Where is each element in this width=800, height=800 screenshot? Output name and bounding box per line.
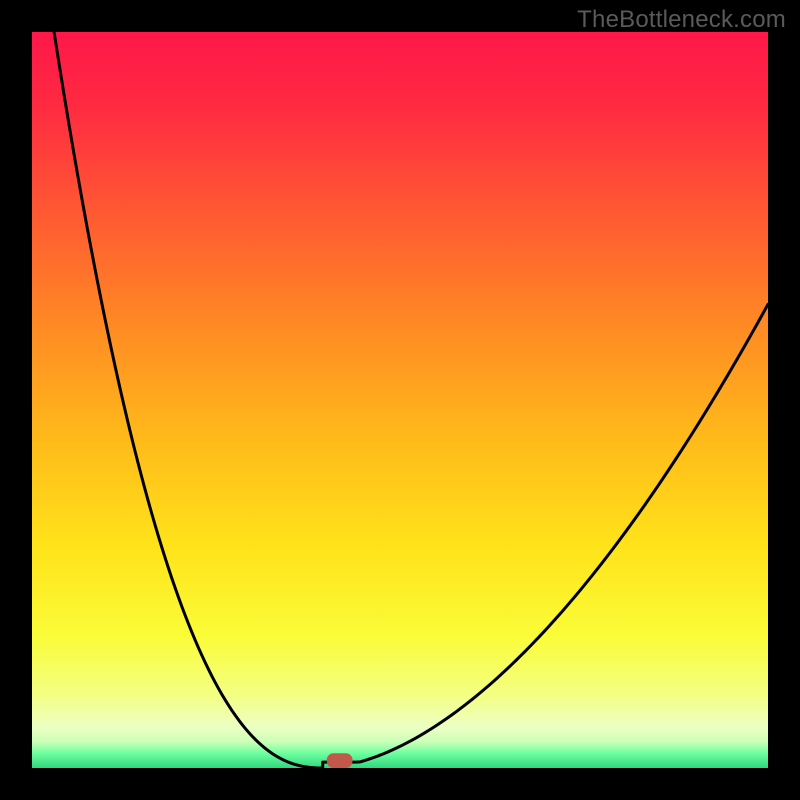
gradient-background	[32, 32, 768, 768]
watermark-text: TheBottleneck.com	[577, 6, 786, 34]
plot-area	[32, 32, 768, 768]
chart-frame: TheBottleneck.com	[0, 0, 800, 800]
optimum-marker	[327, 753, 353, 768]
chart-svg	[32, 32, 768, 768]
